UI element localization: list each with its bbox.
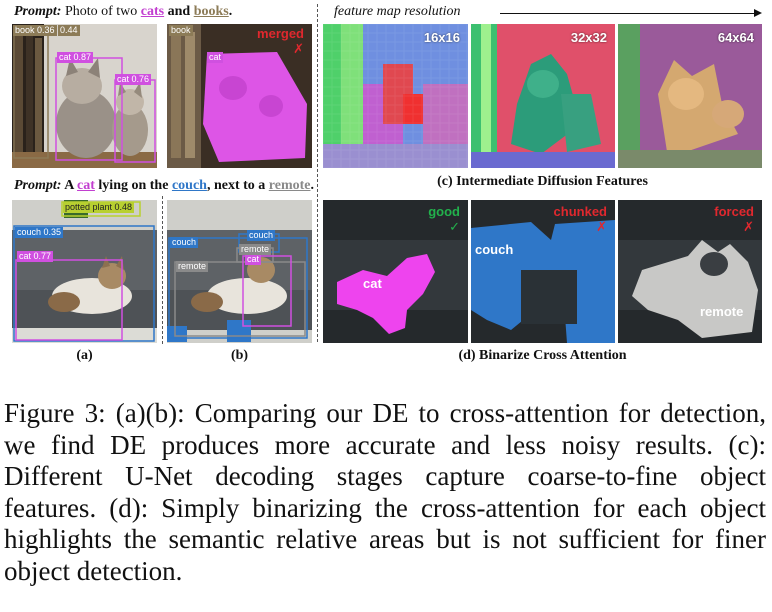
prompt-1-word-cats: cats — [140, 4, 165, 19]
check-icon: ✓ — [449, 219, 460, 234]
prompt-2-word-couch: couch — [171, 178, 207, 193]
prompt-2-word-remote: remote — [268, 178, 311, 193]
prompt-2-end: . — [310, 178, 314, 193]
prompt-2-word-cat: cat — [77, 178, 95, 193]
separator-ab — [162, 196, 163, 344]
prompt-2-mid1: lying on the — [98, 178, 169, 193]
tag-book-b: book — [169, 25, 193, 36]
tag-couch-b1: couch — [170, 237, 199, 248]
prompt-1-pre: Photo of two — [64, 4, 138, 19]
tag-remote-b1: remote — [176, 261, 209, 272]
tag-cat-b: cat — [207, 52, 224, 63]
resolution-64: 64x64 — [717, 30, 754, 45]
prompt-1-lead: Prompt: — [14, 4, 62, 19]
tag-remote-b2: remote — [239, 244, 272, 255]
state-forced: forced ✗ — [714, 204, 754, 234]
caption-b: (b) — [230, 348, 249, 363]
tag-cat-1: cat 0.87 — [57, 52, 94, 63]
figure-caption: Figure 3: (a)(b): Comparing our DE to cr… — [4, 398, 766, 586]
binarize-couch-image: chunked ✗ couch — [471, 200, 615, 343]
label-cat-mask: cat — [363, 276, 382, 291]
tag-potted-plant: potted plant 0.48 — [63, 202, 135, 213]
feature-map-64: 64x64 — [618, 24, 762, 168]
caption-a: (a) — [76, 348, 93, 363]
binarize-remote-image: forced ✗ remote — [618, 200, 762, 343]
tag-cat-b2: cat — [245, 254, 262, 265]
separator-top — [317, 4, 318, 342]
feature-map-resolution-label: feature map resolution — [334, 4, 461, 19]
merged-label: merged ✗ — [257, 26, 304, 56]
prompt-2-mid2: , next to a — [206, 178, 266, 193]
tag-book: book 0.36 — [13, 25, 57, 36]
merged-cross-icon: ✗ — [293, 41, 304, 56]
resolution-16: 16x16 — [423, 30, 460, 45]
panel-a-couch-image: potted plant 0.48 couch 0.35 cat 0.77 — [12, 200, 157, 343]
label-couch-mask: couch — [475, 242, 514, 257]
panel-b-merged-image: book cat merged ✗ — [167, 24, 312, 168]
label-remote-mask: remote — [700, 304, 744, 319]
tag-couch-b2: couch — [247, 230, 276, 241]
chunked-cross-icon: ✗ — [596, 219, 607, 234]
prompt-1: Prompt: Photo of two cats and books. — [14, 4, 232, 20]
prompt-2-lead: Prompt: — [14, 178, 62, 193]
feature-map-16: 16x16 — [323, 24, 468, 168]
feature-map-32: 32x32 — [471, 24, 615, 168]
prompt-2: Prompt: A cat lying on the couch, next t… — [14, 178, 314, 194]
tag-cat-2: cat 0.76 — [115, 74, 152, 85]
tag-couch: couch 0.35 — [15, 227, 64, 238]
forced-cross-icon: ✗ — [743, 219, 754, 234]
state-good: good ✓ — [428, 204, 460, 234]
resolution-arrow-line — [500, 13, 755, 14]
panel-b-couch-image: couch couch cat remote remote — [167, 200, 312, 343]
tag-book-2: 0.44 — [58, 25, 80, 36]
panel-a-cats-books-image: book 0.36 0.44 cat 0.87 cat 0.76 — [12, 24, 157, 168]
resolution-32: 32x32 — [570, 30, 607, 45]
prompt-1-word-books: books — [193, 4, 229, 19]
state-chunked: chunked ✗ — [553, 204, 607, 234]
prompt-2-pre: A — [64, 178, 74, 193]
caption-c: (c) Intermediate Diffusion Features — [437, 174, 648, 189]
resolution-arrow-head — [754, 9, 762, 17]
prompt-1-end: . — [228, 4, 233, 19]
tag-cat-couch: cat 0.77 — [17, 251, 54, 262]
caption-d: (d) Binarize Cross Attention — [458, 348, 627, 363]
prompt-1-mid: and — [167, 4, 191, 19]
binarize-cat-image: good ✓ cat — [323, 200, 468, 343]
